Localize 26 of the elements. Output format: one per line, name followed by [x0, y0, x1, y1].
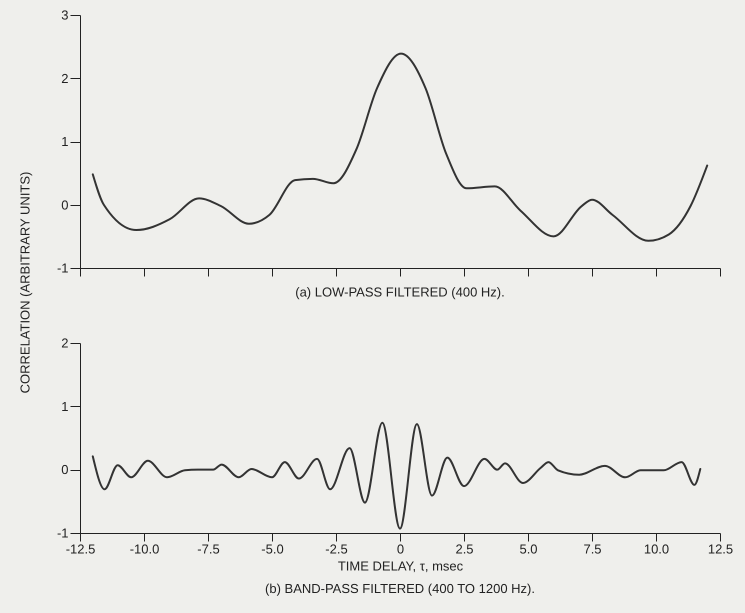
- y-tick-label: 1: [61, 134, 68, 149]
- y-tick-label: 2: [61, 336, 68, 350]
- x-tick-label: -5.0: [261, 542, 284, 556]
- line-series: [92, 422, 702, 530]
- x-tick-label: -12.5: [66, 542, 96, 556]
- y-tick-label: -1: [56, 526, 68, 540]
- x-tick-label: 0: [396, 542, 404, 556]
- x-tick-label: 7.5: [583, 542, 602, 556]
- x-tick-label: 10.0: [644, 542, 670, 556]
- y-tick-label: 1: [61, 398, 68, 414]
- y-tick-label: 3: [61, 8, 68, 22]
- y-tick-label: -1: [56, 260, 68, 276]
- x-tick-label: -10.0: [130, 542, 160, 556]
- y-axis-title: CORRELATION (ARBITRARY UNITS): [18, 172, 32, 394]
- x-tick-label: -2.5: [325, 542, 348, 556]
- text: (a) LOW-PASS FILTERED (400 Hz).: [295, 284, 505, 300]
- y-tick-label: 0: [61, 462, 68, 478]
- x-axis-title: TIME DELAY, τ, msec: [338, 558, 464, 574]
- x-tick-label: 2.5: [455, 542, 474, 556]
- x-tick-label: -7.5: [197, 542, 220, 556]
- x-tick-label: 5.0: [519, 542, 538, 556]
- y-tick-label: 2: [61, 70, 68, 86]
- x-tick-label: 12.5: [708, 542, 734, 556]
- text: (b) BAND-PASS FILTERED (400 TO 1200 Hz).: [265, 581, 535, 596]
- line-series: [92, 52, 708, 242]
- y-tick-label: 0: [61, 197, 68, 212]
